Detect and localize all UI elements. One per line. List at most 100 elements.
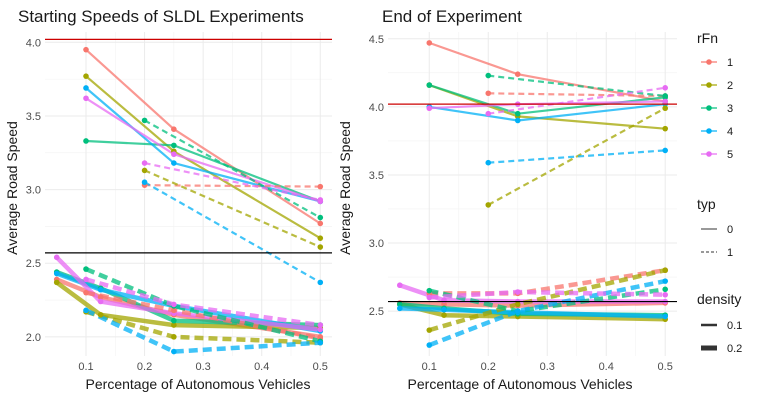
data-point-rfn-4 [171,348,177,355]
data-point-rfn-5 [141,160,148,166]
data-point-rfn-5 [485,110,492,117]
x-tick-label: 0.1 [422,361,437,373]
data-point-rfn-4 [53,270,60,277]
data-point-rfn-5 [83,95,89,102]
data-point-rfn-1 [317,220,324,227]
series-line-rfn-2-typ-0-density-0.2 [55,280,321,331]
data-point-rfn-3 [141,117,148,124]
data-point-rfn-3 [317,214,324,221]
panel-title: End of Experiment [382,7,522,26]
data-point-rfn-5 [426,294,433,301]
series-line-rfn-3-typ-1-density-0.1 [144,119,321,219]
data-point-rfn-4 [485,159,492,166]
data-point-rfn-1 [441,301,447,308]
data-point-rfn-2 [141,167,148,174]
data-point-rfn-5 [662,98,669,105]
data-point-rfn-4 [662,278,669,284]
y-tick-label: 2.5 [369,306,384,318]
data-point-rfn-5 [83,276,89,283]
legend-point-swatch [706,151,712,157]
x-axis-label: Percentage of Autonomous Vehicles [86,376,311,392]
y-tick-label: 2.0 [26,332,41,344]
legend-key-density-02: 0.2 [701,343,742,355]
data-point-rfn-4 [171,160,177,166]
data-point-rfn-1 [97,294,104,300]
data-point-rfn-2 [97,311,104,318]
data-points [53,46,324,355]
data-point-rfn-4 [662,313,669,320]
data-point-rfn-3 [662,286,669,293]
x-tick-label: 0.3 [195,361,210,373]
y-tick-label: 3.5 [26,111,41,123]
series-line-rfn-4-typ-1-density-0.1 [144,181,321,284]
legend-label-rfn: 1 [727,57,733,69]
data-point-rfn-2 [317,235,324,241]
data-point-rfn-2 [426,327,433,333]
legend-point-swatch [706,128,712,134]
series-line-rfn-4-typ-0-density-0.2 [399,306,666,319]
data-points [396,40,669,348]
y-tick-label: 3.5 [369,170,384,182]
data-point-rfn-4 [97,286,104,293]
legend-key-rfn-2: 2 [701,80,733,92]
legend-label-typ-0: 0 [727,224,733,236]
data-point-rfn-4 [83,85,89,91]
legend-key-rfn-1: 1 [701,57,733,69]
legend-title-typ: typ [697,196,716,212]
legend-label-rfn: 5 [727,149,733,161]
x-tick-label: 0.2 [137,361,152,373]
data-point-rfn-2 [662,267,669,274]
x-axis-label: Percentage of Autonomous Vehicles [408,376,633,392]
legend-label-density-02: 0.2 [727,343,742,355]
series-line-rfn-1-typ-0-density-0.2 [399,300,666,308]
legend-label-rfn: 2 [727,80,733,92]
y-axis-label: Average Road Speed [4,121,20,255]
legend: rFn 1 2 3 4 5 typ 0 1 density 0.1 0.2 [697,30,742,355]
data-point-rfn-1 [514,71,521,78]
legend-key-rfn-4: 4 [701,126,733,138]
y-tick-label: 4.5 [369,34,384,46]
data-lines [55,48,321,354]
x-tick-label: 0.3 [540,361,555,373]
data-point-rfn-4 [141,179,148,186]
data-point-rfn-3 [83,266,89,272]
data-point-rfn-2 [441,312,447,318]
data-point-rfn-3 [171,142,177,149]
data-point-rfn-5 [53,254,60,261]
legend-point-swatch [706,82,712,88]
panel-title: Starting Speeds of SLDL Experiments [18,7,304,26]
data-point-rfn-1 [317,183,324,190]
data-point-rfn-3 [426,82,433,88]
legend-key-rfn-3: 3 [701,103,733,115]
y-tick-label: 2.5 [26,258,41,270]
series-line-rfn-3-typ-1-density-0.2 [85,267,321,344]
data-point-rfn-1 [83,289,89,296]
y-tick-labels: 2.5 3.0 3.5 4.0 4.5 [369,34,384,318]
x-tick-label: 0.5 [658,361,673,373]
legend-key-density-01: 0.1 [701,320,742,332]
legend-label-typ-1: 1 [727,247,733,259]
data-point-rfn-5 [317,322,324,328]
data-point-rfn-5 [171,151,177,158]
data-point-rfn-3 [426,287,433,294]
data-point-rfn-2 [514,301,521,308]
data-point-rfn-5 [317,197,324,203]
data-point-rfn-3 [171,317,177,324]
y-tick-labels: 2.0 2.5 3.0 3.5 4.0 [26,37,41,344]
data-point-rfn-4 [426,342,433,348]
x-tick-label: 0.1 [78,361,93,373]
data-point-rfn-5 [97,298,104,305]
legend-title-density: density [697,291,741,307]
data-point-rfn-5 [662,85,669,91]
panel-starting-speeds: Starting Speeds of SLDL Experiments 2.0 2… [4,7,332,392]
data-point-rfn-5 [317,326,324,333]
legend-label-rfn: 3 [727,103,733,115]
legend-key-typ-0: 0 [701,224,733,236]
legend-title-rfn: rFn [697,30,718,46]
data-point-rfn-5 [662,291,669,298]
x-tick-label: 0.2 [481,361,496,373]
data-point-rfn-1 [171,126,177,132]
data-point-rfn-3 [396,301,403,308]
